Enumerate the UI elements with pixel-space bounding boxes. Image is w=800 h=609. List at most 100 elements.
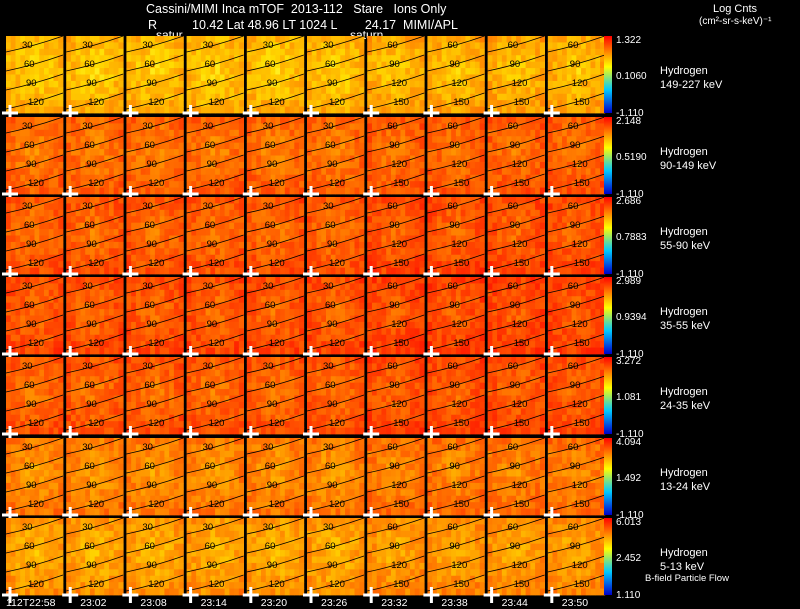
heatmap-cell bbox=[367, 197, 373, 204]
heatmap-cell bbox=[354, 80, 360, 88]
heatmap-cell bbox=[552, 216, 558, 224]
heatmap-cell bbox=[326, 61, 332, 69]
heatmap-cell bbox=[256, 142, 262, 150]
heatmap-cell bbox=[256, 80, 262, 88]
heatmap-cell bbox=[219, 117, 225, 124]
heatmap-cell bbox=[70, 80, 77, 88]
heatmap-cell bbox=[251, 142, 257, 150]
heatmap-cell bbox=[470, 229, 476, 236]
heatmap-cell bbox=[66, 136, 72, 144]
heatmap-cell bbox=[525, 61, 531, 69]
heatmap-cell bbox=[520, 74, 526, 82]
heatmap-cell bbox=[307, 68, 313, 75]
heatmap-cell bbox=[169, 181, 175, 188]
heatmap-cell bbox=[345, 229, 351, 236]
heatmap-cell bbox=[215, 117, 221, 124]
heatmap-cell bbox=[307, 93, 313, 101]
heatmap-panel bbox=[363, 35, 425, 121]
contour-line bbox=[126, 35, 184, 53]
heatmap-cell bbox=[108, 241, 115, 249]
heatmap-panel bbox=[423, 116, 485, 202]
heatmap-cell bbox=[104, 74, 110, 82]
heatmap-cell bbox=[419, 136, 425, 144]
heatmap-cell bbox=[345, 241, 351, 249]
heatmap-cell bbox=[48, 209, 54, 217]
heatmap-cell bbox=[29, 187, 35, 195]
heatmap-cell bbox=[164, 283, 170, 291]
heatmap-cell bbox=[246, 61, 252, 69]
heatmap-cell bbox=[520, 197, 526, 204]
heatmap-cell bbox=[94, 216, 100, 224]
heatmap-cell bbox=[289, 80, 295, 88]
heatmap-cell bbox=[340, 155, 346, 163]
heatmap-cell bbox=[354, 42, 360, 50]
contour-line bbox=[66, 154, 124, 172]
heatmap-cell bbox=[492, 261, 498, 268]
heatmap-cell bbox=[465, 93, 471, 101]
heatmap-cell bbox=[39, 117, 45, 124]
heatmap-cell bbox=[539, 80, 545, 88]
heatmap-cell bbox=[159, 129, 165, 137]
heatmap-cell bbox=[414, 203, 420, 211]
heatmap-cell bbox=[205, 123, 211, 131]
heatmap-cell bbox=[191, 155, 197, 163]
heatmap-cell bbox=[219, 68, 225, 75]
heatmap-cell bbox=[80, 129, 86, 137]
heatmap-cell bbox=[470, 106, 476, 114]
heatmap-cell bbox=[539, 181, 545, 188]
heatmap-cell bbox=[460, 106, 466, 114]
heatmap-cell bbox=[15, 203, 21, 211]
heatmap-cell bbox=[390, 161, 397, 169]
heatmap-cell bbox=[419, 161, 425, 169]
heatmap-cell bbox=[280, 36, 286, 43]
heatmap-cell bbox=[474, 261, 481, 268]
heatmap-cell bbox=[48, 203, 54, 211]
heatmap-cell bbox=[53, 61, 59, 69]
heatmap-cell bbox=[113, 100, 119, 107]
heatmap-cell bbox=[390, 68, 397, 75]
heatmap-cell bbox=[390, 142, 397, 150]
heatmap-cell bbox=[552, 235, 558, 243]
heatmap-cell bbox=[58, 155, 64, 163]
heatmap-cell bbox=[99, 36, 105, 43]
heatmap-cell bbox=[520, 106, 526, 114]
heatmap-cell bbox=[246, 142, 252, 150]
heatmap-cell bbox=[173, 187, 180, 195]
heatmap-cell bbox=[108, 161, 115, 169]
heatmap-cell bbox=[311, 161, 317, 169]
heatmap-cell bbox=[6, 296, 12, 304]
heatmap-cell bbox=[246, 136, 252, 144]
heatmap-cell bbox=[367, 42, 373, 50]
heatmap-cell bbox=[557, 248, 563, 256]
heatmap-cell bbox=[108, 123, 115, 131]
heatmap-cell bbox=[196, 42, 202, 50]
heatmap-cell bbox=[94, 123, 100, 131]
heatmap-cell bbox=[10, 187, 16, 195]
heatmap-cell bbox=[280, 48, 286, 56]
heatmap-cell bbox=[196, 216, 202, 224]
heatmap-cell bbox=[210, 74, 216, 82]
heatmap-cell bbox=[10, 80, 16, 88]
heatmap-cell bbox=[251, 48, 257, 56]
heatmap-cell bbox=[234, 68, 240, 75]
contour-line bbox=[246, 54, 304, 72]
heatmap-cell bbox=[326, 142, 332, 150]
heatmap-cell bbox=[335, 42, 341, 50]
heatmap-cell bbox=[131, 80, 137, 88]
heatmap-cell bbox=[108, 347, 115, 355]
heatmap-cell bbox=[284, 155, 290, 163]
heatmap-cell bbox=[58, 100, 64, 107]
heatmap-cell bbox=[414, 93, 420, 101]
heatmap-cell bbox=[470, 181, 476, 188]
heatmap-cell bbox=[131, 168, 137, 176]
heatmap-cell bbox=[530, 267, 536, 275]
heatmap-cell bbox=[330, 100, 336, 107]
heatmap-cell bbox=[256, 87, 262, 95]
heatmap-cell bbox=[108, 117, 115, 124]
heatmap-cell bbox=[196, 36, 202, 43]
heatmap-cell bbox=[173, 174, 180, 182]
heatmap-cell bbox=[159, 149, 165, 156]
heatmap-cell bbox=[354, 142, 360, 150]
heatmap-cell bbox=[299, 42, 305, 50]
heatmap-cell bbox=[316, 61, 322, 69]
